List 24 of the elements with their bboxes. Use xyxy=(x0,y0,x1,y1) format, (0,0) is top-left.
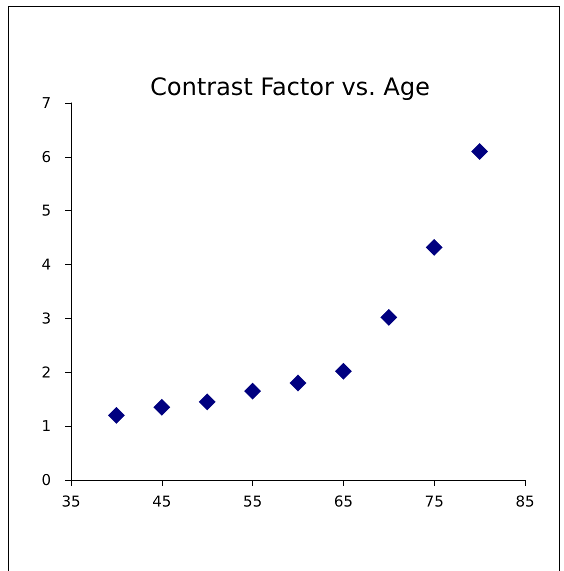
y-tick-label: 5 xyxy=(41,202,51,220)
y-tick-label: 3 xyxy=(41,309,51,328)
point xyxy=(198,393,216,410)
y-tick-label: 6 xyxy=(41,148,51,166)
point xyxy=(108,406,125,424)
x-tick-label: 55 xyxy=(243,492,262,510)
point xyxy=(380,308,398,326)
y-tick-label: 0 xyxy=(41,471,51,489)
x-tick-label: 75 xyxy=(424,492,444,510)
x-tick-label: 85 xyxy=(515,492,535,510)
y-tick-label: 7 xyxy=(41,94,51,112)
x-tick-label: 35 xyxy=(61,492,81,510)
y-tick-label: 4 xyxy=(41,256,51,274)
y-tick-label: 2 xyxy=(41,363,51,382)
point xyxy=(244,382,262,400)
point xyxy=(290,374,306,392)
point xyxy=(471,142,488,160)
chart-title: Contrast Factor vs. Age xyxy=(150,73,430,101)
x-tick-label: 45 xyxy=(152,492,172,510)
y-tick-label: 1 xyxy=(41,417,51,436)
x-tick-label: 65 xyxy=(334,492,353,510)
point xyxy=(426,238,443,256)
point xyxy=(334,362,352,380)
point xyxy=(153,398,170,416)
